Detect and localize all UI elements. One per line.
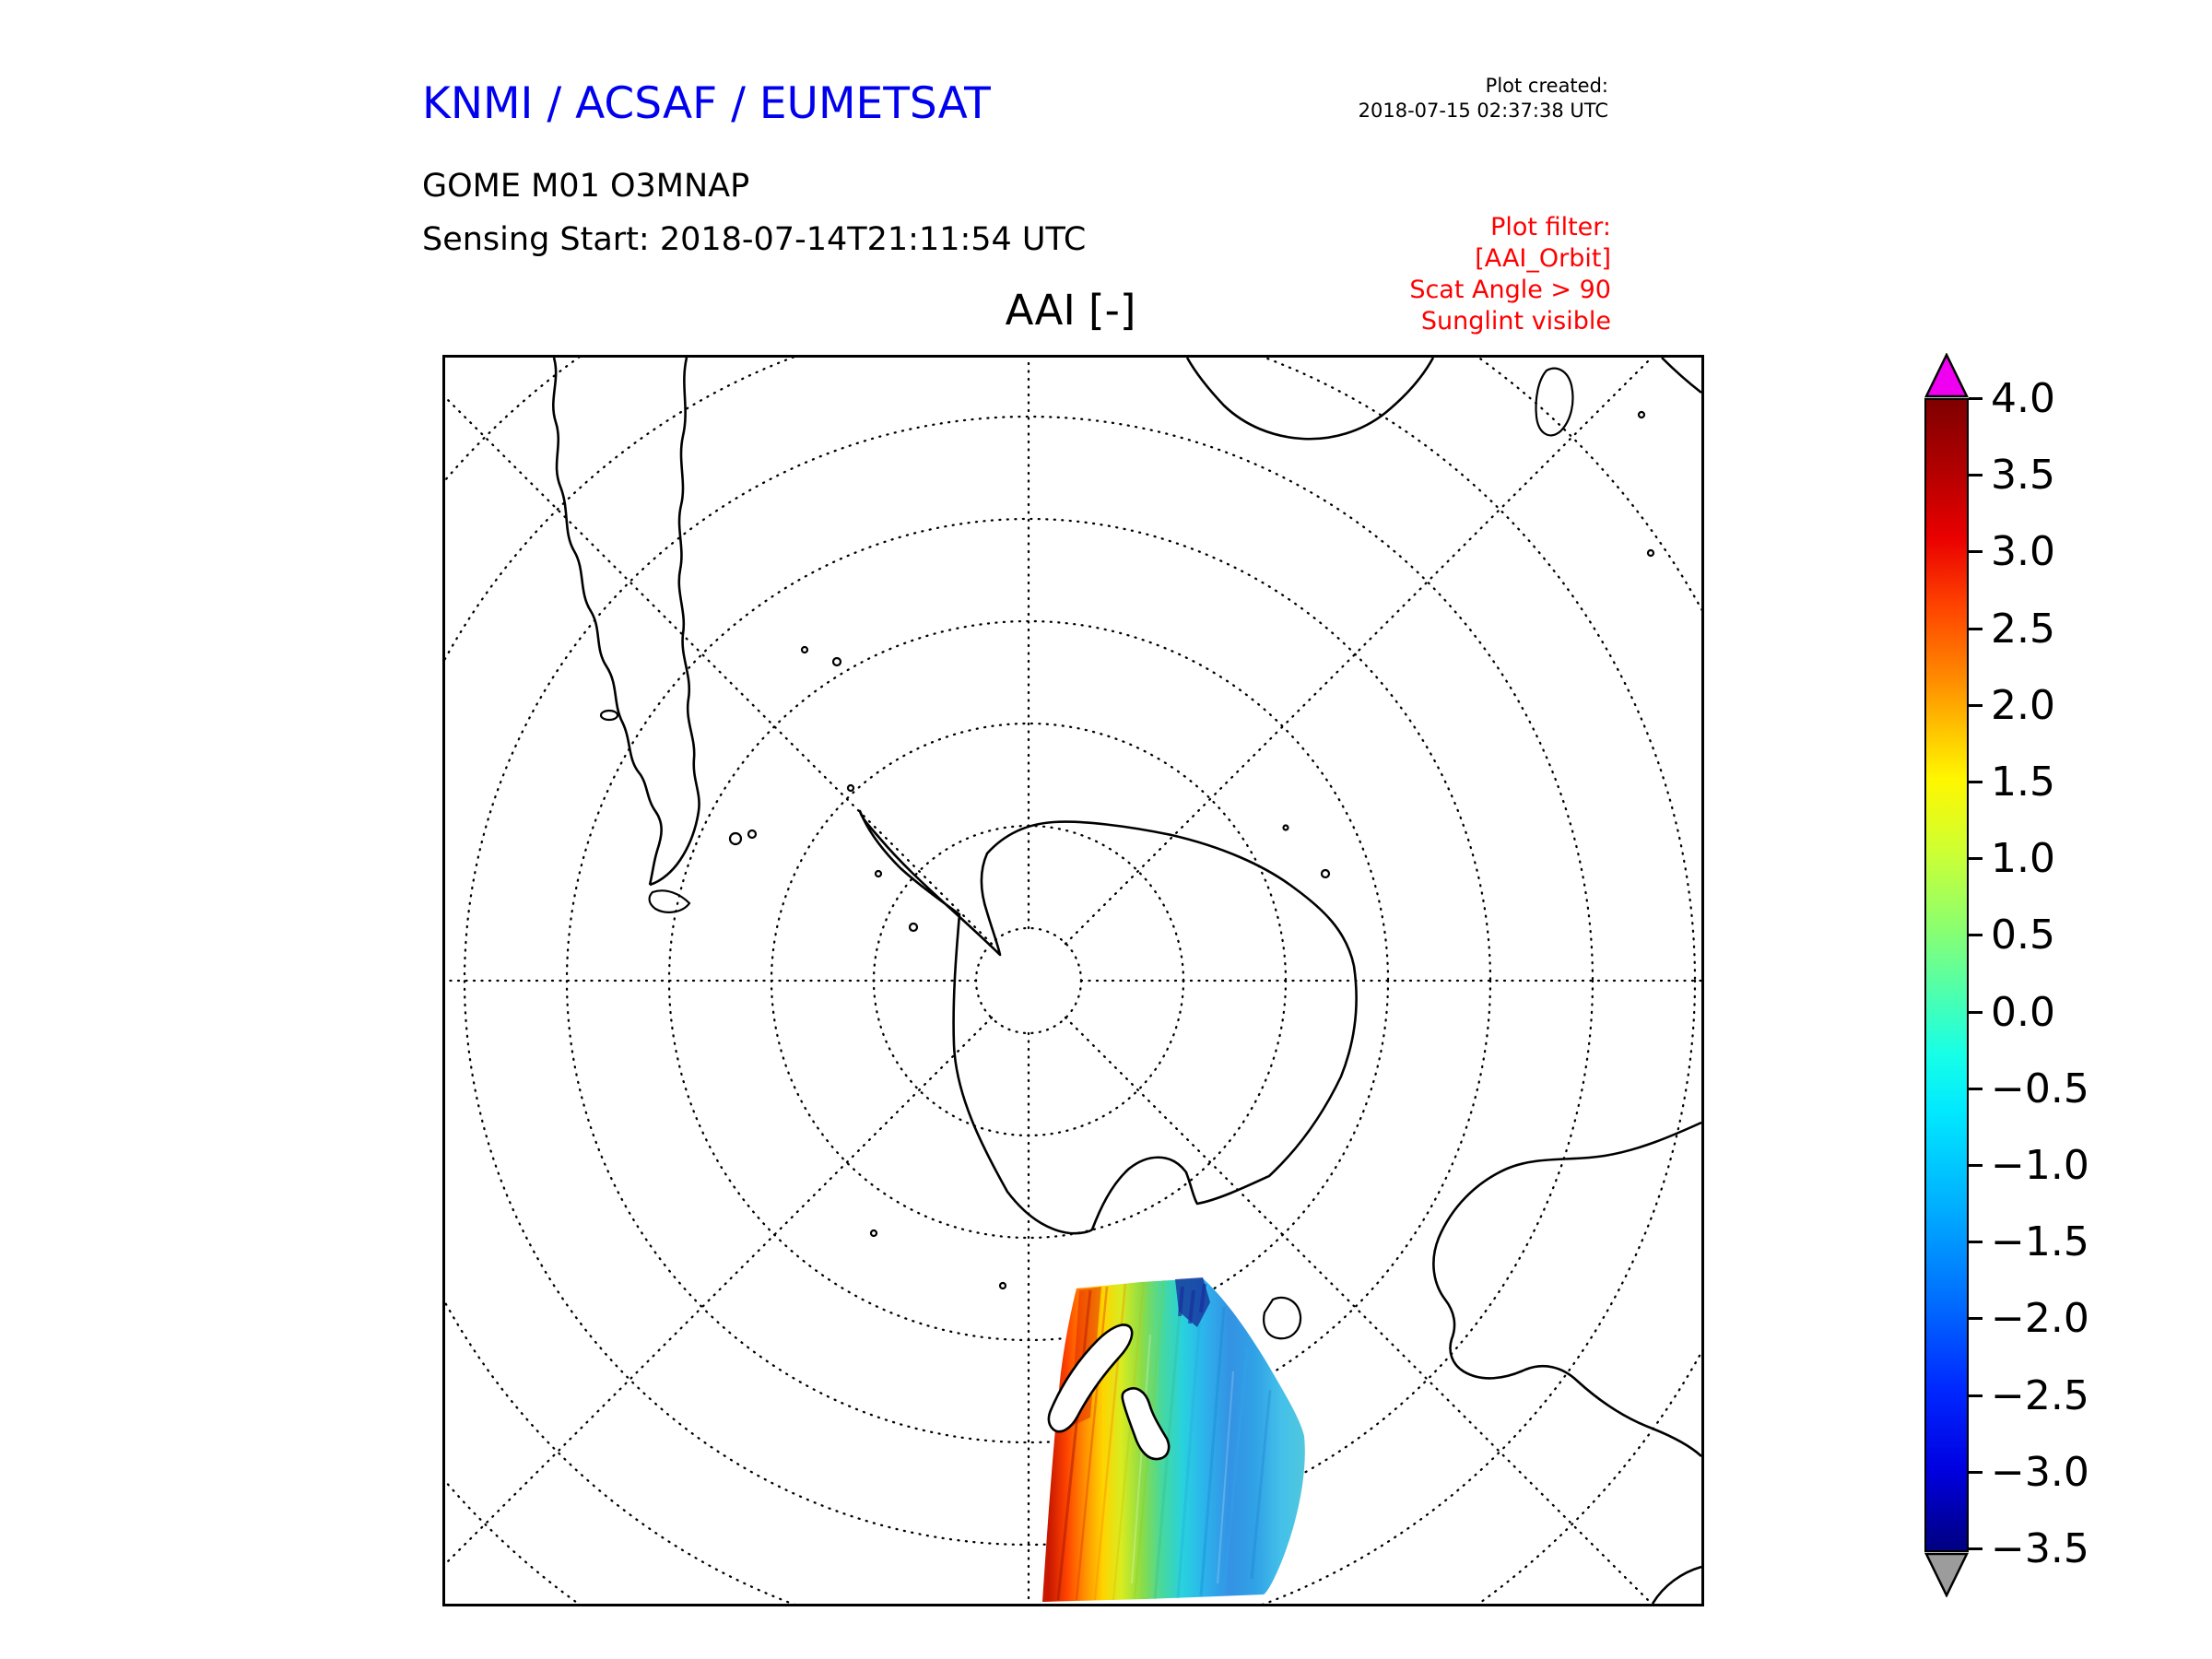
tasmania-island [1263, 1296, 1302, 1340]
south-georgia-island [831, 656, 842, 667]
colorbar-tick-mark [1969, 474, 1983, 477]
colorbar-tick-label: 1.0 [1991, 835, 2055, 882]
map-plot [442, 355, 1704, 1606]
colorbar-tick-label: 1.5 [1991, 759, 2055, 806]
colorbar-tick-label: −1.0 [1991, 1142, 2089, 1189]
plot-created-block: Plot created: 2018-07-15 02:37:38 UTC [1359, 74, 1608, 124]
small-island [599, 709, 619, 722]
small-island [1637, 410, 1646, 419]
coastline-new-zealand-south-island [1047, 1324, 1134, 1433]
coastline-south-america-east [649, 358, 700, 887]
small-island [1646, 548, 1655, 558]
colorbar-tick-mark [1969, 397, 1983, 400]
colorbar-tick-label: −3.0 [1991, 1449, 2089, 1496]
colorbar-tick-label: −3.5 [1991, 1525, 2089, 1572]
colorbar-tick-mark [1969, 1547, 1983, 1550]
colorbar-tick-label: 3.5 [1991, 452, 2055, 499]
colorbar-tick-mark [1969, 1471, 1983, 1474]
coastline-africa [1185, 358, 1435, 441]
filter-line: [AAI_Orbit] [1475, 244, 1611, 273]
colorbar-tick-label: 0.0 [1991, 989, 2055, 1036]
colorbar-tick-mark [1969, 934, 1983, 936]
colorbar-tick-label: 2.0 [1991, 682, 2055, 729]
colorbar-tick-mark [1969, 857, 1983, 860]
sensing-start-text: Sensing Start: 2018-07-14T21:11:54 UTC [422, 221, 1087, 258]
madagascar-island [1535, 367, 1574, 437]
colorbar-tick-mark [1969, 1164, 1983, 1167]
coastline-top-right [1661, 358, 1701, 394]
colorbar-under-arrow [1924, 1552, 1970, 1601]
colorbar-tick-mark [1969, 1241, 1983, 1243]
colorbar-tick-label: −1.5 [1991, 1218, 2089, 1265]
coastline-antarctica [858, 809, 1358, 1235]
colorbar-tick-label: −0.5 [1991, 1065, 2089, 1112]
colorbar-tick-mark [1969, 1317, 1983, 1320]
product-title: GOME M01 O3MNAP [422, 168, 750, 205]
colorbar-tick-label: 2.5 [1991, 606, 2055, 653]
kerguelen-island [1320, 868, 1331, 879]
colorbar-tick-label: 3.0 [1991, 528, 2055, 575]
coastline-new-zealand-north-island [1121, 1387, 1171, 1461]
falkland-island [747, 829, 758, 840]
colorbar-tick-mark [1969, 781, 1983, 783]
filter-line: Scat Angle > 90 [1409, 276, 1611, 304]
small-island [998, 1281, 1007, 1290]
brand-title: KNMI / ACSAF / EUMETSAT [422, 78, 991, 129]
antarctic-island [908, 922, 919, 933]
filter-line: Sunglint visible [1420, 307, 1611, 335]
colorbar-tick-label: 0.5 [1991, 912, 2055, 959]
colorbar-gradient [1924, 398, 1969, 1552]
coastline-australia [1432, 1121, 1701, 1457]
small-island [1282, 824, 1289, 831]
coastline-south-america-west [552, 358, 663, 886]
colorbar-tick-mark [1969, 550, 1983, 553]
antarctic-island [874, 869, 883, 878]
colorbar-tick-mark [1969, 1011, 1983, 1014]
small-island [869, 1229, 878, 1238]
plot-created-label: Plot created: [1485, 75, 1608, 97]
colorbar-tick-label: 4.0 [1991, 375, 2055, 422]
colorbar-tick-mark [1969, 1394, 1983, 1397]
plot-created-value: 2018-07-15 02:37:38 UTC [1358, 100, 1608, 122]
colorbar-over-arrow [1924, 352, 1970, 402]
colorbar-tick-label: −2.5 [1991, 1372, 2089, 1419]
south-pole-map-svg [445, 358, 1701, 1604]
falkland-island [728, 831, 743, 846]
colorbar-tick-mark [1969, 1088, 1983, 1090]
colorbar-tick-mark [1969, 704, 1983, 707]
coastline-bottom-right-corner [1651, 1565, 1701, 1604]
colorbar-tick-label: −2.0 [1991, 1295, 2089, 1342]
tierra-del-fuego-island [648, 889, 691, 913]
filter-line: Plot filter: [1490, 213, 1611, 241]
small-island [800, 645, 809, 654]
coastlines [552, 358, 1701, 1604]
colorbar-tick-mark [1969, 628, 1983, 630]
plot-filter-note: Plot filter: [AAI_Orbit] Scat Angle > 90… [1409, 212, 1611, 337]
plot-title: AAI [-] [1005, 286, 1136, 335]
antarctic-island [846, 783, 855, 793]
